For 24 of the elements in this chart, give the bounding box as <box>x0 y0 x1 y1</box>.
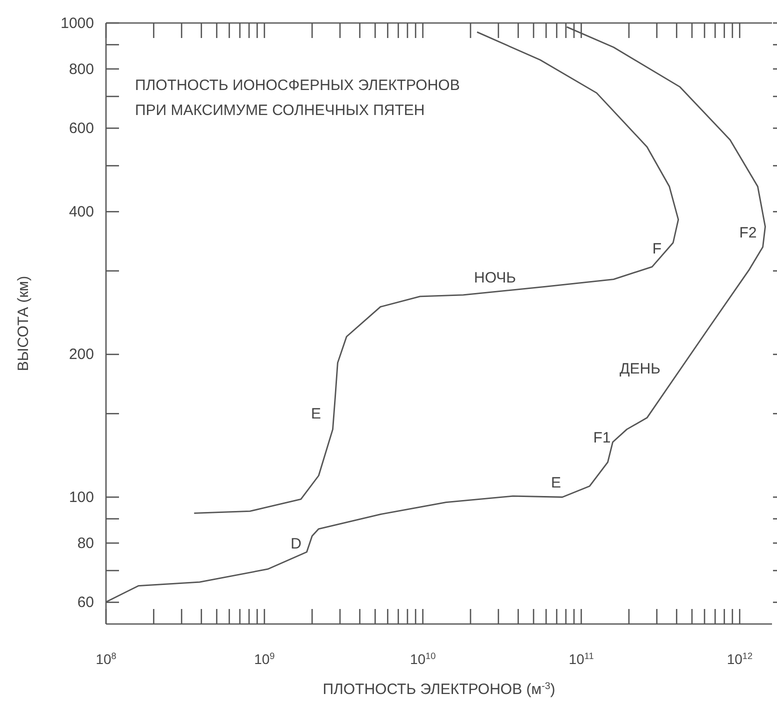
y-tick-label: 800 <box>68 60 94 78</box>
y-axis-title: ВЫСОТА (км) <box>15 276 32 372</box>
annotation: НОЧЬ <box>474 269 516 286</box>
y-tick-label: 100 <box>68 488 94 506</box>
text: ПЛОТНОСТЬ ИОНОСФЕРНЫХ ЭЛЕКТРОНОВ ПРИ МАКСИМУМЕ СОЛНЕЧНЫХ ПЯТЕН <box>135 77 460 119</box>
x-tick-label: 10$^{11}$ <box>568 650 594 667</box>
annotation: ДЕНЬ <box>620 360 661 378</box>
y-tick-label: 200 <box>68 346 94 364</box>
annotation: F2 <box>739 224 757 242</box>
y-tick-label: 400 <box>68 203 94 220</box>
y-tick-label: 80 <box>77 534 94 552</box>
annotation: E <box>550 474 562 492</box>
x-tick-label: 10$^{12}$ <box>726 650 753 667</box>
y-tick-label: 600 <box>68 120 94 137</box>
annotation: D <box>290 535 302 552</box>
annotation: F <box>652 240 662 258</box>
x-tick-label: 10$^{8}$ <box>96 650 116 667</box>
annotation: F1 <box>593 429 611 446</box>
x-tick-label: 10$^{10}$ <box>410 650 436 667</box>
y-tick-label: 1000 <box>60 14 94 32</box>
y-tick-label: 60 <box>77 594 94 612</box>
x-tick-label: 10$^{9}$ <box>254 650 275 667</box>
annotation: E <box>310 405 322 422</box>
x-axis-title: ПЛОТНОСТЬ ЭЛЕКТРОНОВ (м$^{-3}$) <box>322 680 556 698</box>
